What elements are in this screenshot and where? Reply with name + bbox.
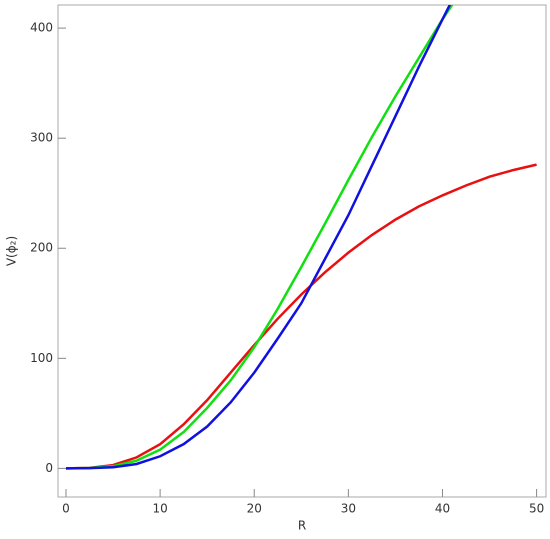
x-tick-label: 0	[62, 502, 70, 516]
line-series	[65, 5, 452, 470]
x-tick-label: 50	[529, 502, 544, 516]
line-series	[65, 163, 537, 470]
y-tick-label: 400	[30, 21, 53, 35]
y-tick-label: 0	[45, 461, 53, 475]
plot-area	[65, 5, 537, 470]
y-axis-label: V(ϕ₂)	[5, 236, 19, 266]
y-tick-label: 100	[30, 351, 53, 365]
x-tick-label: 10	[152, 502, 167, 516]
frame	[57, 4, 547, 498]
x-axis-label: R	[298, 519, 306, 533]
x-tick-label: 30	[341, 502, 356, 516]
y-tick-label: 200	[30, 241, 53, 255]
y-tick-label: 300	[30, 131, 53, 145]
line-series	[65, 5, 454, 470]
x-tick-label: 20	[247, 502, 262, 516]
x-tick-label: 40	[435, 502, 450, 516]
